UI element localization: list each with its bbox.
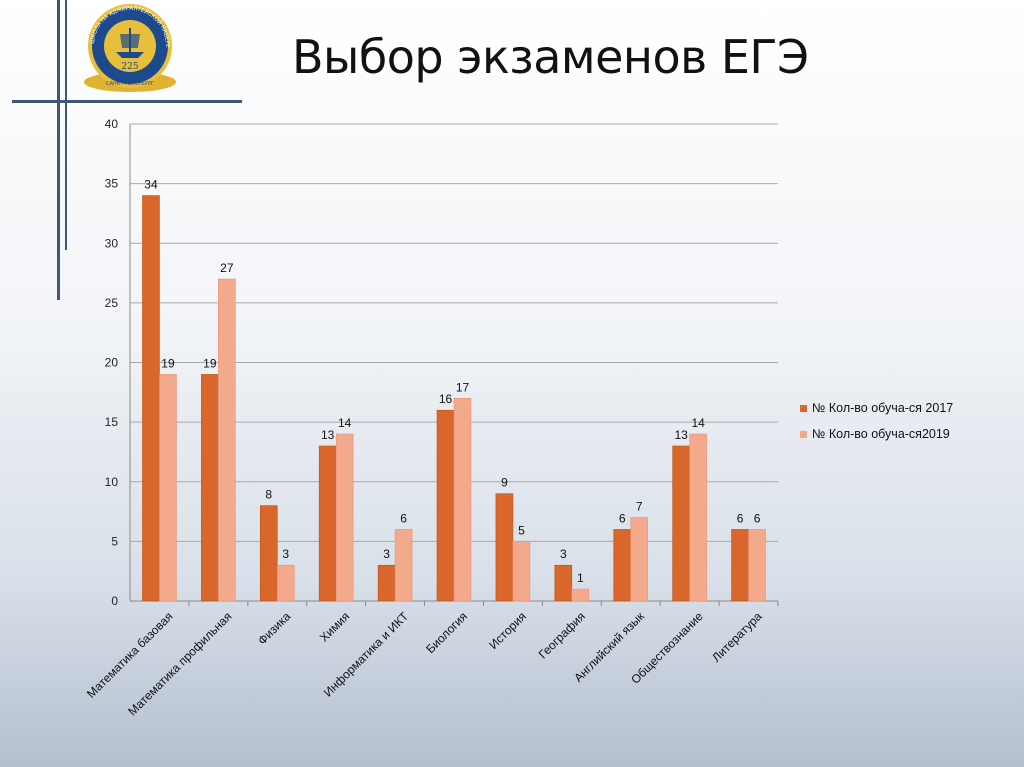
x-category-label: Физика: [255, 609, 294, 648]
school-logo: ШКОЛА НА АДМИРАЛТЕЙСКОЙ НАБЕРЕЖНОЙ 225 С…: [78, 0, 176, 92]
bar-2017: [201, 374, 219, 602]
decor-vertical-line-2: [65, 0, 67, 250]
data-label: 14: [691, 416, 705, 430]
data-label: 13: [674, 428, 688, 442]
y-tick-label: 10: [105, 475, 119, 489]
data-label: 34: [144, 178, 158, 192]
data-label: 9: [501, 476, 508, 490]
bar-2017: [495, 493, 514, 602]
data-label: 27: [220, 261, 234, 275]
bar-2017: [318, 445, 337, 602]
y-tick-label: 20: [105, 356, 119, 370]
bar-2019: [512, 541, 531, 602]
data-label: 19: [161, 356, 175, 370]
bar-2019: [689, 433, 707, 602]
chart-legend: № Кол-во обуча-ся 2017 № Кол-во обуча-ся2…: [800, 401, 953, 441]
bar-2017: [672, 445, 690, 602]
bar-2019: [394, 529, 413, 602]
data-label: 6: [737, 511, 744, 525]
legend-label: № Кол-во обуча-ся2019: [812, 427, 950, 441]
data-label: 6: [754, 511, 761, 525]
data-label: 19: [203, 356, 217, 370]
decor-horizontal-line: [12, 100, 242, 103]
data-label: 3: [560, 547, 567, 561]
decor-vertical-line-1: [57, 0, 60, 300]
x-category-label: География: [536, 609, 588, 661]
data-label: 6: [400, 511, 407, 525]
x-category-label: Биология: [423, 609, 470, 656]
bar-2019: [748, 529, 766, 602]
data-label: 13: [321, 428, 335, 442]
data-label: 8: [265, 488, 272, 502]
legend-label: № Кол-во обуча-ся 2017: [812, 401, 953, 415]
data-label: 6: [619, 511, 626, 525]
x-category-label: Химия: [317, 609, 352, 644]
bar-2019: [571, 588, 590, 602]
y-tick-label: 15: [105, 415, 119, 429]
y-tick-label: 35: [105, 177, 119, 191]
y-tick-label: 40: [105, 117, 119, 131]
bar-2017: [554, 564, 573, 602]
logo-city: САНКТ-ПЕТЕРБУРГ: [106, 81, 154, 87]
bar-2019: [630, 517, 649, 602]
data-label: 1: [577, 571, 584, 585]
bar-2017: [436, 409, 455, 602]
bar-2019: [159, 374, 177, 602]
slide-title: Выбор экзаменов ЕГЭ: [292, 30, 809, 84]
bar-2019: [453, 397, 472, 602]
y-tick-label: 0: [111, 594, 118, 608]
data-label: 3: [383, 547, 390, 561]
bar-2019: [276, 564, 295, 602]
data-label: 3: [282, 547, 289, 561]
bar-2017: [731, 529, 749, 602]
x-category-label: Математика профильная: [125, 609, 234, 718]
y-tick-label: 5: [111, 534, 118, 548]
y-tick-label: 25: [105, 296, 119, 310]
bar-2019: [218, 278, 236, 602]
x-category-label: История: [486, 609, 529, 652]
bar-2019: [335, 433, 354, 602]
chart-bars: [142, 195, 766, 602]
logo-number: 225: [121, 62, 138, 72]
data-label: 17: [456, 380, 470, 394]
bar-2017: [613, 529, 632, 602]
bar-2017: [142, 195, 160, 602]
legend-swatch: [800, 405, 807, 412]
x-category-label: Литература: [709, 609, 765, 665]
bar-2017: [377, 564, 396, 602]
data-label: 5: [518, 523, 525, 537]
data-label: 7: [636, 500, 643, 514]
y-tick-label: 30: [105, 236, 119, 250]
data-label: 16: [439, 392, 453, 406]
data-label: 14: [338, 416, 352, 430]
bar-2017: [259, 505, 278, 602]
legend-swatch: [800, 431, 807, 438]
